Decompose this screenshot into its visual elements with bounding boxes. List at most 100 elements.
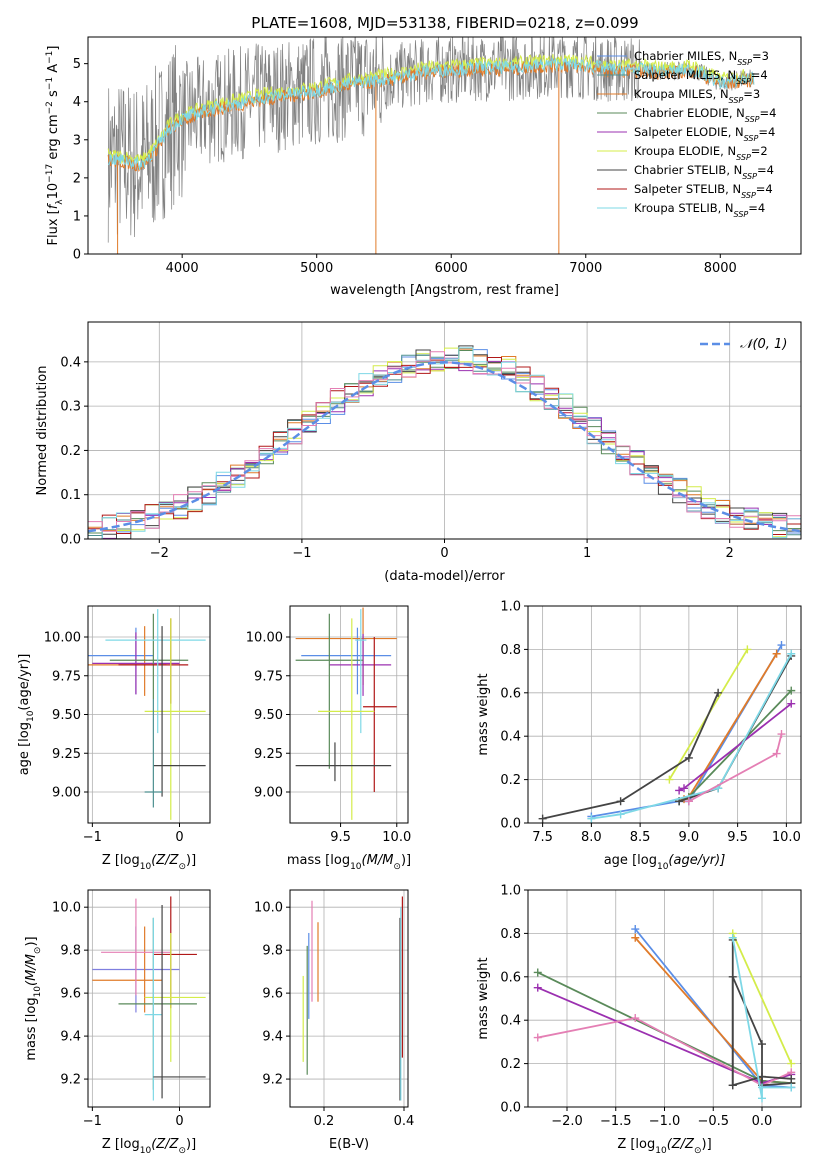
series-marker <box>787 1059 796 1068</box>
series-line <box>688 733 783 803</box>
plot-area <box>295 607 397 820</box>
series-marker <box>777 641 786 650</box>
x-tick-label: 0.2 <box>314 1114 335 1129</box>
y-tick-label: 0.1 <box>60 488 81 503</box>
x-tick-label: 0.0 <box>752 1114 773 1129</box>
y-axis-label: mass weight <box>476 673 491 755</box>
series-line <box>731 937 792 1099</box>
plot-area <box>88 609 206 820</box>
series-line <box>542 692 719 820</box>
y-tick-label: 9.2 <box>60 1073 81 1088</box>
mass-vs-ebv-panel: 0.2 0.4 9.2 9.4 9.6 9.8 10.0 E(B-V) <box>254 889 414 1152</box>
y-tick-label: 9.6 <box>60 987 81 1002</box>
y-tick-label: 9.00 <box>52 786 81 801</box>
y-axis-label: mass [log10(M/M⊙)] <box>24 936 43 1060</box>
series-marker <box>758 1083 766 1092</box>
x-tick-label: 2 <box>726 546 734 561</box>
series-marker <box>758 1072 766 1081</box>
y-tick-label: 3 <box>73 133 81 148</box>
model-spectrum <box>107 57 755 171</box>
x-tick-label: 10.0 <box>382 830 411 845</box>
y-tick-label: 0.0 <box>500 817 521 832</box>
series-line <box>591 653 793 820</box>
x-tick-label: 8.0 <box>581 830 602 845</box>
series-marker <box>680 784 688 793</box>
y-tick-label: 10.0 <box>52 901 81 916</box>
x-tick-label: 0 <box>175 1114 183 1129</box>
series-marker <box>631 925 640 934</box>
series-marker <box>787 649 796 658</box>
y-tick-label: 9.75 <box>52 669 81 684</box>
y-tick-label: 9.25 <box>52 747 81 762</box>
series-line <box>731 939 792 1087</box>
y-axis-label: mass weight <box>476 957 491 1039</box>
series-marker <box>616 810 625 819</box>
x-tick-label: −1 <box>292 546 311 561</box>
x-axis-label: Z [log10(Z/Z⊙)] <box>102 853 196 872</box>
legend-entry: Kroupa MILES, NSSP=3 <box>634 87 760 105</box>
y-tick-label: 9.4 <box>262 1030 283 1045</box>
legend-entry: Salpeter ELODIE, NSSP=4 <box>634 125 775 143</box>
series-line <box>537 1017 792 1087</box>
y-tick-label: 5 <box>73 57 81 72</box>
y-tick-label: 9.6 <box>262 987 283 1002</box>
series-marker <box>684 753 693 762</box>
series-marker <box>787 1074 796 1083</box>
legend-entry: Chabrier ELODIE, NSSP=4 <box>634 106 776 124</box>
x-tick-label: −2.0 <box>551 1114 583 1129</box>
x-tick-label: 0 <box>175 830 183 845</box>
legend-entry: Salpeter MILES, NSSP=4 <box>634 68 768 86</box>
y-tick-label: 9.50 <box>52 708 81 723</box>
x-tick-label: 0 <box>440 546 448 561</box>
y-tick-label: 0.2 <box>500 773 521 788</box>
x-tick-label: 4000 <box>166 261 199 276</box>
x-tick-label: 8.5 <box>630 830 651 845</box>
y-tick-label: 9.50 <box>254 708 283 723</box>
legend-entry: Kroupa STELIB, NSSP=4 <box>634 201 765 219</box>
x-axis-label: (data-model)/error <box>384 569 505 584</box>
x-tick-label: 9.5 <box>330 830 351 845</box>
y-tick-label: 1.0 <box>500 884 521 899</box>
y-tick-label: 0.4 <box>60 355 81 370</box>
axes-frame <box>289 889 409 1108</box>
y-tick-label: 1.0 <box>500 600 521 615</box>
y-tick-label: 0.6 <box>500 686 521 701</box>
axes-frame <box>87 36 802 255</box>
x-tick-label: −2 <box>150 546 169 561</box>
legend-entry: Chabrier MILES, NSSP=3 <box>634 49 769 67</box>
series-marker <box>787 686 796 695</box>
legend-entry: Chabrier STELIB, NSSP=4 <box>634 163 774 181</box>
series-marker <box>714 688 723 697</box>
figure-title: PLATE=1608, MJD=53138, FIBERID=0218, z=0… <box>251 14 638 32</box>
series-marker <box>772 749 781 758</box>
normal-curve <box>88 361 801 533</box>
series-marker <box>631 933 640 942</box>
x-tick-label: −1 <box>83 830 102 845</box>
series-marker <box>538 814 547 823</box>
plot-area <box>107 37 755 254</box>
series-marker <box>631 1014 640 1023</box>
plot-area <box>302 896 403 1101</box>
series-marker <box>728 933 737 942</box>
age-vs-metallicity-panel: −1 0 9.00 9.25 9.50 9.75 10.00 Z [log10(Z/Z⊙)] a… <box>17 605 211 872</box>
axes-frame <box>527 605 802 824</box>
mass-weight-vs-metallicity-panel: −2.0 −1.5 −1.0 −0.5 0.0 0.0 0.2 0.4 0.6 0.8 1.0 Z [… <box>476 884 802 1156</box>
series-marker <box>587 814 596 823</box>
series-marker <box>533 968 542 977</box>
y-tick-label: 0.0 <box>500 1101 521 1116</box>
y-axis-label: age [log10(age/yr)] <box>17 654 36 776</box>
y-tick-label: 0.0 <box>60 533 81 548</box>
age-vs-mass-panel: 9.5 10.0 9.00 9.25 9.50 9.75 10.00 mass [log10(… <box>246 605 411 872</box>
legend-entry: 𝒩(0, 1) <box>740 337 787 352</box>
plot-area <box>538 641 796 823</box>
x-axis-label: Z [log10(Z/Z⊙)] <box>102 1137 196 1156</box>
legend-entry: Kroupa ELODIE, NSSP=2 <box>634 144 768 162</box>
series-marker <box>728 1081 737 1090</box>
x-tick-label: 9.0 <box>679 830 700 845</box>
y-tick-label: 0.2 <box>60 444 81 459</box>
x-tick-label: −1 <box>83 1114 102 1129</box>
x-tick-label: 1 <box>583 546 591 561</box>
x-tick-label: −0.5 <box>697 1114 729 1129</box>
x-tick-label: 7000 <box>569 261 602 276</box>
